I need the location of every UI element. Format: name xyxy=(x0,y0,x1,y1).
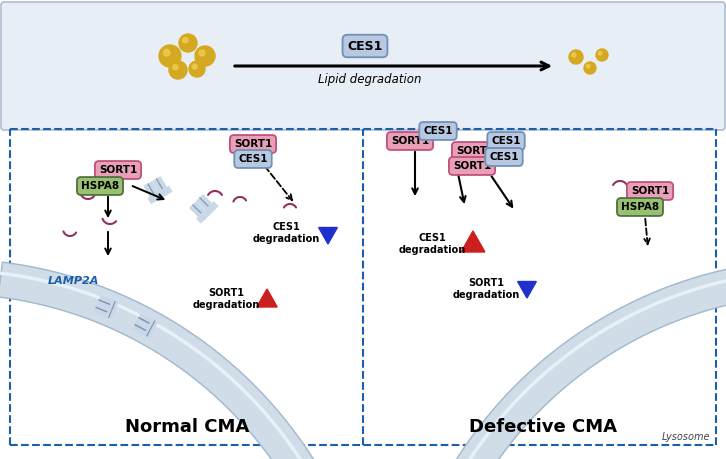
Polygon shape xyxy=(257,289,277,307)
Circle shape xyxy=(163,50,170,56)
Text: SORT1
degradation: SORT1 degradation xyxy=(192,288,260,310)
Text: Lysosome: Lysosome xyxy=(661,432,710,442)
Text: CES1: CES1 xyxy=(347,39,383,52)
Circle shape xyxy=(584,62,596,74)
Circle shape xyxy=(587,64,590,68)
Text: HSPA8: HSPA8 xyxy=(621,202,659,212)
Text: SORT1: SORT1 xyxy=(456,146,494,156)
Text: SORT1
degradation: SORT1 degradation xyxy=(452,278,520,300)
Circle shape xyxy=(195,46,215,66)
Text: SORT1: SORT1 xyxy=(391,136,429,146)
Circle shape xyxy=(183,38,188,43)
Text: SORT1: SORT1 xyxy=(453,161,491,171)
Polygon shape xyxy=(319,228,338,244)
Text: CES1: CES1 xyxy=(423,126,453,136)
Text: LAMP2A: LAMP2A xyxy=(48,276,99,286)
Text: Defective CMA: Defective CMA xyxy=(469,418,617,436)
Text: SORT1: SORT1 xyxy=(631,186,669,196)
Circle shape xyxy=(572,53,576,57)
Text: HSPA8: HSPA8 xyxy=(81,181,119,191)
Text: CES1: CES1 xyxy=(238,154,268,164)
Text: SORT1: SORT1 xyxy=(99,165,137,175)
Circle shape xyxy=(199,50,205,56)
Polygon shape xyxy=(518,281,537,298)
Circle shape xyxy=(192,64,197,69)
Circle shape xyxy=(169,61,187,79)
Circle shape xyxy=(173,65,178,70)
Text: CES1
degradation: CES1 degradation xyxy=(253,222,319,244)
Text: Lipid degradation: Lipid degradation xyxy=(318,73,422,86)
Circle shape xyxy=(596,49,608,61)
Circle shape xyxy=(159,45,181,67)
Circle shape xyxy=(179,34,197,52)
Polygon shape xyxy=(461,231,485,252)
Text: CES1: CES1 xyxy=(489,152,519,162)
Text: CES1
degradation: CES1 degradation xyxy=(399,233,465,255)
Circle shape xyxy=(569,50,583,64)
Polygon shape xyxy=(431,262,726,459)
Text: Normal CMA: Normal CMA xyxy=(125,418,249,436)
Text: CES1: CES1 xyxy=(492,136,521,146)
Circle shape xyxy=(598,51,602,55)
Polygon shape xyxy=(0,262,340,459)
Circle shape xyxy=(189,61,205,77)
Text: SORT1: SORT1 xyxy=(234,139,272,149)
FancyBboxPatch shape xyxy=(1,2,725,130)
